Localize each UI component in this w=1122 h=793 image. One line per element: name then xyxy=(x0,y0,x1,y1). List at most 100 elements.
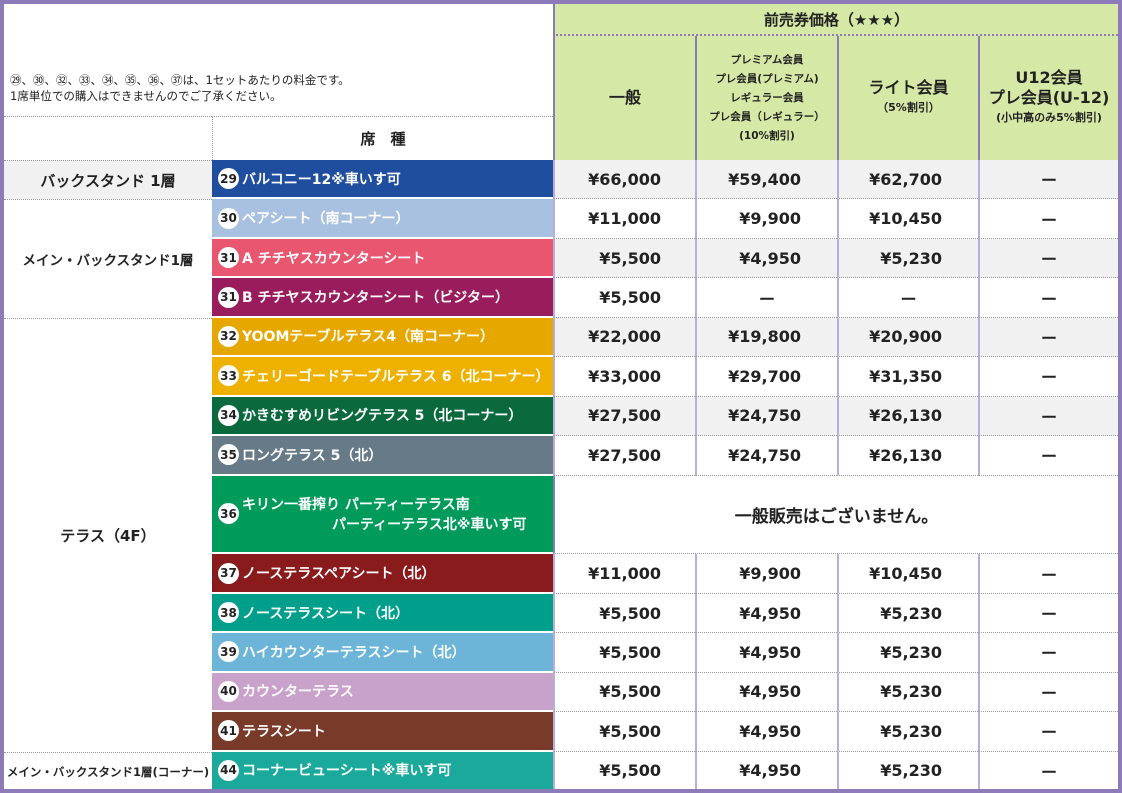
price-cell: ¥59,400 xyxy=(695,160,837,200)
price-cell: ¥9,900 xyxy=(695,554,837,594)
price-cell: ¥10,450 xyxy=(837,199,978,239)
column-header-line: 一般 xyxy=(608,88,641,107)
seat-cell: 40 カウンターテラス xyxy=(212,672,553,713)
seat-name-line: B チチヤスカウンターシート（ビジター） xyxy=(242,290,509,307)
price-cell: ¥5,230 xyxy=(837,712,978,752)
seat-number: 32 xyxy=(218,325,239,347)
price-cell: ¥26,130 xyxy=(837,436,978,476)
seat-number: 33 xyxy=(218,365,239,387)
seat-cell: 44 コーナービューシート※車いす可 xyxy=(212,751,553,789)
seat-name-line: ハイカウンターテラスシート（北） xyxy=(242,644,466,661)
price-cell: ー xyxy=(978,317,1118,358)
seat-number: 39 xyxy=(218,641,239,663)
area-cell: メイン・バックスタンド1層 xyxy=(4,199,212,318)
seat-name: バルコニー12※車いす可 xyxy=(242,169,401,189)
price-cell: ¥62,700 xyxy=(837,160,978,200)
price-cell: ー xyxy=(978,712,1118,752)
row-note: 一般販売はございません。 xyxy=(553,475,1118,555)
price-cell: ¥5,500 xyxy=(553,751,695,789)
price-cell: ¥4,950 xyxy=(695,633,837,673)
seat-name: B チチヤスカウンターシート（ビジター） xyxy=(242,287,509,307)
seat-cell: 41 テラスシート xyxy=(212,712,553,752)
seat-number: 38 xyxy=(218,602,239,624)
price-cell: ー xyxy=(978,593,1118,634)
seat-cell: 39 ハイカウンターテラスシート（北） xyxy=(212,633,553,673)
seat-cell: 29 バルコニー12※車いす可 xyxy=(212,160,553,200)
price-cell: ¥4,950 xyxy=(695,593,837,634)
price-cell: ¥33,000 xyxy=(553,357,695,397)
price-cell: ¥4,950 xyxy=(695,712,837,752)
seat-name-line: キリン一番搾り パーティーテラス南 xyxy=(242,496,470,513)
price-cell: ¥4,950 xyxy=(695,751,837,789)
price-cell: ¥24,750 xyxy=(695,396,837,437)
column-header: U12会員 プレ会員(U-12) (小中高のみ5%割引) xyxy=(978,36,1118,160)
price-cell: ー xyxy=(978,633,1118,673)
column-header-line: (小中高のみ5%割引) xyxy=(996,111,1102,124)
seat-cell: 32 YOOMテーブルテラス4（南コーナー） xyxy=(212,317,553,358)
price-cell: ー xyxy=(978,160,1118,200)
seat-name: YOOMテーブルテラス4（南コーナー） xyxy=(242,326,494,346)
column-header-line: U12会員 xyxy=(1015,68,1083,87)
column-header-line: レギュラー会員 xyxy=(730,91,804,104)
seat-name: ノーステラスペアシート（北） xyxy=(242,563,435,583)
price-cell: ¥19,800 xyxy=(695,317,837,358)
seat-name-line: ノーステラスシート（北） xyxy=(242,605,410,622)
seat-name: テラスシート xyxy=(242,721,326,741)
seat-cell: 37 ノーステラスペアシート（北） xyxy=(212,554,553,594)
seat-name: チェリーゴードテーブルテラス 6（北コーナー） xyxy=(242,366,550,386)
price-cell: ー xyxy=(978,396,1118,437)
seat-cell: 38 ノーステラスシート（北） xyxy=(212,593,553,634)
area-cell: メイン・バックスタンド1層(コーナー) xyxy=(4,751,212,789)
price-cell: ー xyxy=(978,436,1118,476)
column-header-line: プレミアム会員 xyxy=(730,53,804,66)
seat-cell: 31 B チチヤスカウンターシート（ビジター） xyxy=(212,278,553,318)
seat-number: 34 xyxy=(218,404,239,426)
price-cell: ¥24,750 xyxy=(695,436,837,476)
seat-cell: 35 ロングテラス 5（北） xyxy=(212,436,553,476)
seat-name: ハイカウンターテラスシート（北） xyxy=(242,642,465,662)
seat-cell: 36 キリン一番搾り パーティーテラス南 パーティーテラス北※車いす可 xyxy=(212,475,553,555)
seat-number: 30 xyxy=(218,207,239,229)
seat-name-line: A チチヤスカウンターシート xyxy=(242,250,426,267)
price-title: 前売券価格（★★★） xyxy=(553,4,1118,36)
price-cell: ¥10,450 xyxy=(837,554,978,594)
seat-name-line: カウンターテラス xyxy=(242,684,354,701)
price-cell: ¥31,350 xyxy=(837,357,978,397)
column-header-line: （5%割引） xyxy=(877,101,940,114)
seat-name: キリン一番搾り パーティーテラス南 パーティーテラス北※車いす可 xyxy=(242,494,527,534)
seat-number: 31 xyxy=(218,247,239,269)
price-cell: ¥5,500 xyxy=(553,672,695,713)
seat-name: ノーステラスシート（北） xyxy=(242,603,409,623)
seat-name: コーナービューシート※車いす可 xyxy=(242,760,451,780)
seat-name-line: かきむすめリビングテラス 5（北コーナー） xyxy=(242,408,523,425)
seat-number: 41 xyxy=(218,720,239,742)
price-cell: ¥20,900 xyxy=(837,317,978,358)
seat-name: ロングテラス 5（北） xyxy=(242,445,382,465)
seat-name-line: チェリーゴードテーブルテラス 6（北コーナー） xyxy=(242,368,550,385)
column-header-line: プレ会員(U-12) xyxy=(988,88,1110,107)
note: ㉙、㉚、㉜、㉝、㉞、㉟、㊱、㊲は、1セットあたりの料金です。 1席単位での購入はで… xyxy=(10,66,550,110)
seat-name: ペアシート（南コーナー） xyxy=(242,208,409,228)
seat-name-line: テラスシート xyxy=(242,723,326,740)
seat-number: 37 xyxy=(218,562,239,584)
price-cell: ¥5,230 xyxy=(837,672,978,713)
price-cell: ¥5,230 xyxy=(837,633,978,673)
seat-name: かきむすめリビングテラス 5（北コーナー） xyxy=(242,405,522,425)
price-cell: ¥27,500 xyxy=(553,436,695,476)
price-cell: ¥5,500 xyxy=(553,278,695,318)
price-cell: ー xyxy=(837,278,978,318)
column-header-line: ライト会員 xyxy=(868,78,949,97)
column-header-line: プレ会員（レギュラー） xyxy=(709,110,825,123)
column-header: プレミアム会員 プレ会員(プレミアム) レギュラー会員 プレ会員（レギュラー） (10%… xyxy=(695,36,837,160)
seat-number: 31 xyxy=(218,286,239,308)
seat-name-line: ロングテラス 5（北） xyxy=(242,447,383,464)
price-cell: ¥5,230 xyxy=(837,238,978,279)
price-cell: ー xyxy=(978,278,1118,318)
seat-name-line: バルコニー12※車いす可 xyxy=(242,171,401,188)
price-cell: ¥5,230 xyxy=(837,751,978,789)
seat-name-line: コーナービューシート※車いす可 xyxy=(242,763,452,780)
seat-number: 44 xyxy=(218,759,239,781)
column-header-line: (10%割引) xyxy=(739,129,795,142)
price-cell: ¥26,130 xyxy=(837,396,978,437)
